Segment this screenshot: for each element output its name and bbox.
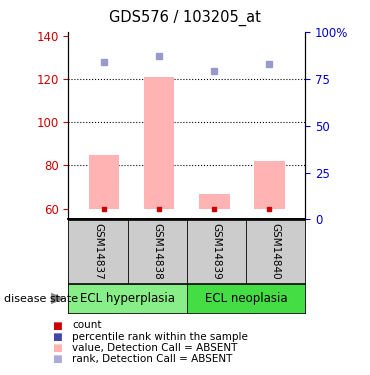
Text: ECL neoplasia: ECL neoplasia	[205, 292, 287, 305]
Text: GSM14838: GSM14838	[152, 223, 162, 280]
Text: ■: ■	[52, 343, 61, 353]
Bar	[89, 155, 120, 209]
Text: disease state: disease state	[4, 294, 78, 303]
Text: GDS576 / 103205_at: GDS576 / 103205_at	[109, 9, 261, 26]
Text: rank, Detection Call = ABSENT: rank, Detection Call = ABSENT	[72, 354, 232, 364]
Text: ECL hyperplasia: ECL hyperplasia	[80, 292, 175, 305]
Polygon shape	[51, 293, 65, 304]
Text: ■: ■	[52, 332, 61, 342]
Text: GSM14839: GSM14839	[211, 223, 222, 280]
Bar	[254, 161, 285, 209]
Text: ■: ■	[52, 354, 61, 364]
Text: GSM14837: GSM14837	[93, 223, 103, 280]
Text: value, Detection Call = ABSENT: value, Detection Call = ABSENT	[72, 343, 238, 353]
Bar	[144, 77, 175, 209]
Bar	[199, 194, 229, 208]
Text: percentile rank within the sample: percentile rank within the sample	[72, 332, 248, 342]
Text: GSM14840: GSM14840	[270, 224, 281, 280]
Text: count: count	[72, 321, 102, 330]
Text: ■: ■	[52, 321, 61, 330]
